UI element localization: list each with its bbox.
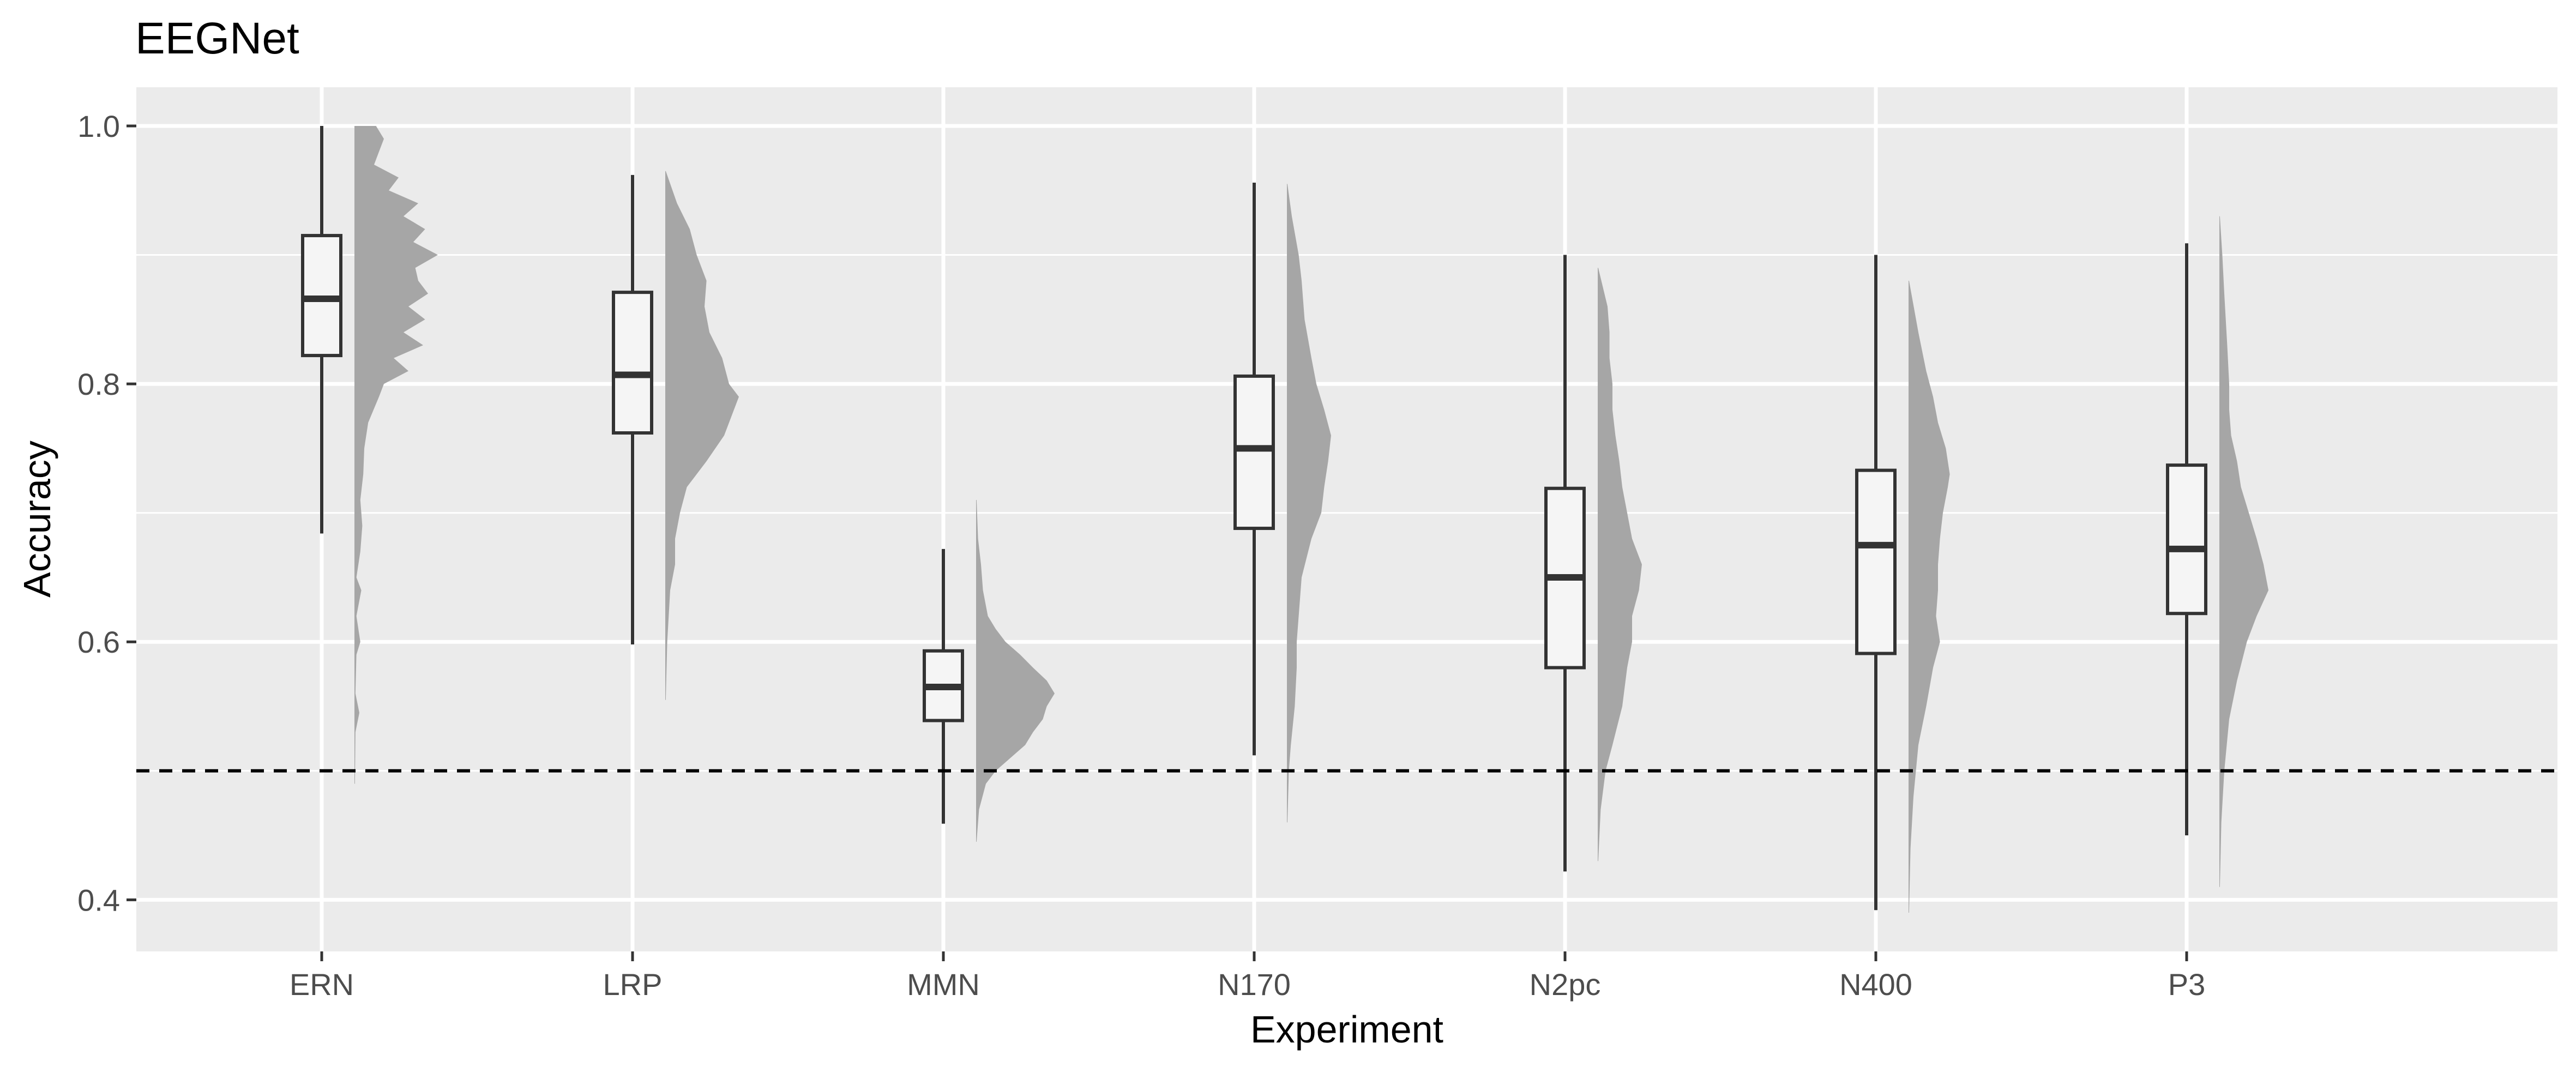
- iqr-box: [1233, 374, 1275, 531]
- density-n170: [1287, 184, 1331, 823]
- density-n2pc: [1598, 268, 1642, 861]
- iqr-box: [612, 291, 653, 435]
- y-tick-label: 0.8: [77, 367, 120, 401]
- boxplot-p3: [2166, 243, 2207, 836]
- x-axis-title: Experiment: [1250, 1008, 1443, 1051]
- iqr-box: [1855, 468, 1897, 655]
- density-p3: [2219, 216, 2268, 887]
- boxplot-ern: [301, 125, 342, 534]
- boxplot-n170: [1233, 183, 1275, 756]
- boxplot-lrp: [612, 174, 653, 644]
- density-mmn: [976, 500, 1055, 842]
- x-tick-label-n2pc: N2pc: [1530, 967, 1601, 1002]
- box-plots: [301, 125, 2207, 911]
- x-tick-label-mmn: MMN: [907, 967, 980, 1002]
- density-lrp: [665, 171, 739, 700]
- x-tick-label-n400: N400: [1839, 967, 1912, 1002]
- density-clouds: [354, 125, 2268, 913]
- density-ern: [354, 125, 438, 784]
- chart-title: EEGNet: [135, 14, 299, 63]
- x-tick-label-ern: ERN: [290, 967, 354, 1002]
- boxplot-mmn: [923, 548, 964, 824]
- boxplot-n400: [1855, 255, 1897, 911]
- panel-background: [136, 87, 2557, 951]
- y-tick-label: 1.0: [77, 109, 120, 143]
- y-axis-title: Accuracy: [16, 441, 58, 598]
- boxplot-n2pc: [1544, 255, 1586, 872]
- x-axis: ERN LRP MMN N170 N2pc N400 P3: [290, 951, 2205, 1002]
- y-tick-label: 0.4: [77, 883, 120, 917]
- iqr-box: [2166, 463, 2207, 616]
- plot-panel: [136, 87, 2557, 951]
- y-axis: 0.4 0.6 0.8 1.0: [77, 109, 136, 917]
- x-tick-label-lrp: LRP: [603, 967, 663, 1002]
- x-tick-label-p3: P3: [2168, 967, 2206, 1002]
- density-n400: [1909, 280, 1950, 913]
- x-tick-label-n170: N170: [1218, 967, 1291, 1002]
- y-tick-label: 0.6: [77, 625, 120, 659]
